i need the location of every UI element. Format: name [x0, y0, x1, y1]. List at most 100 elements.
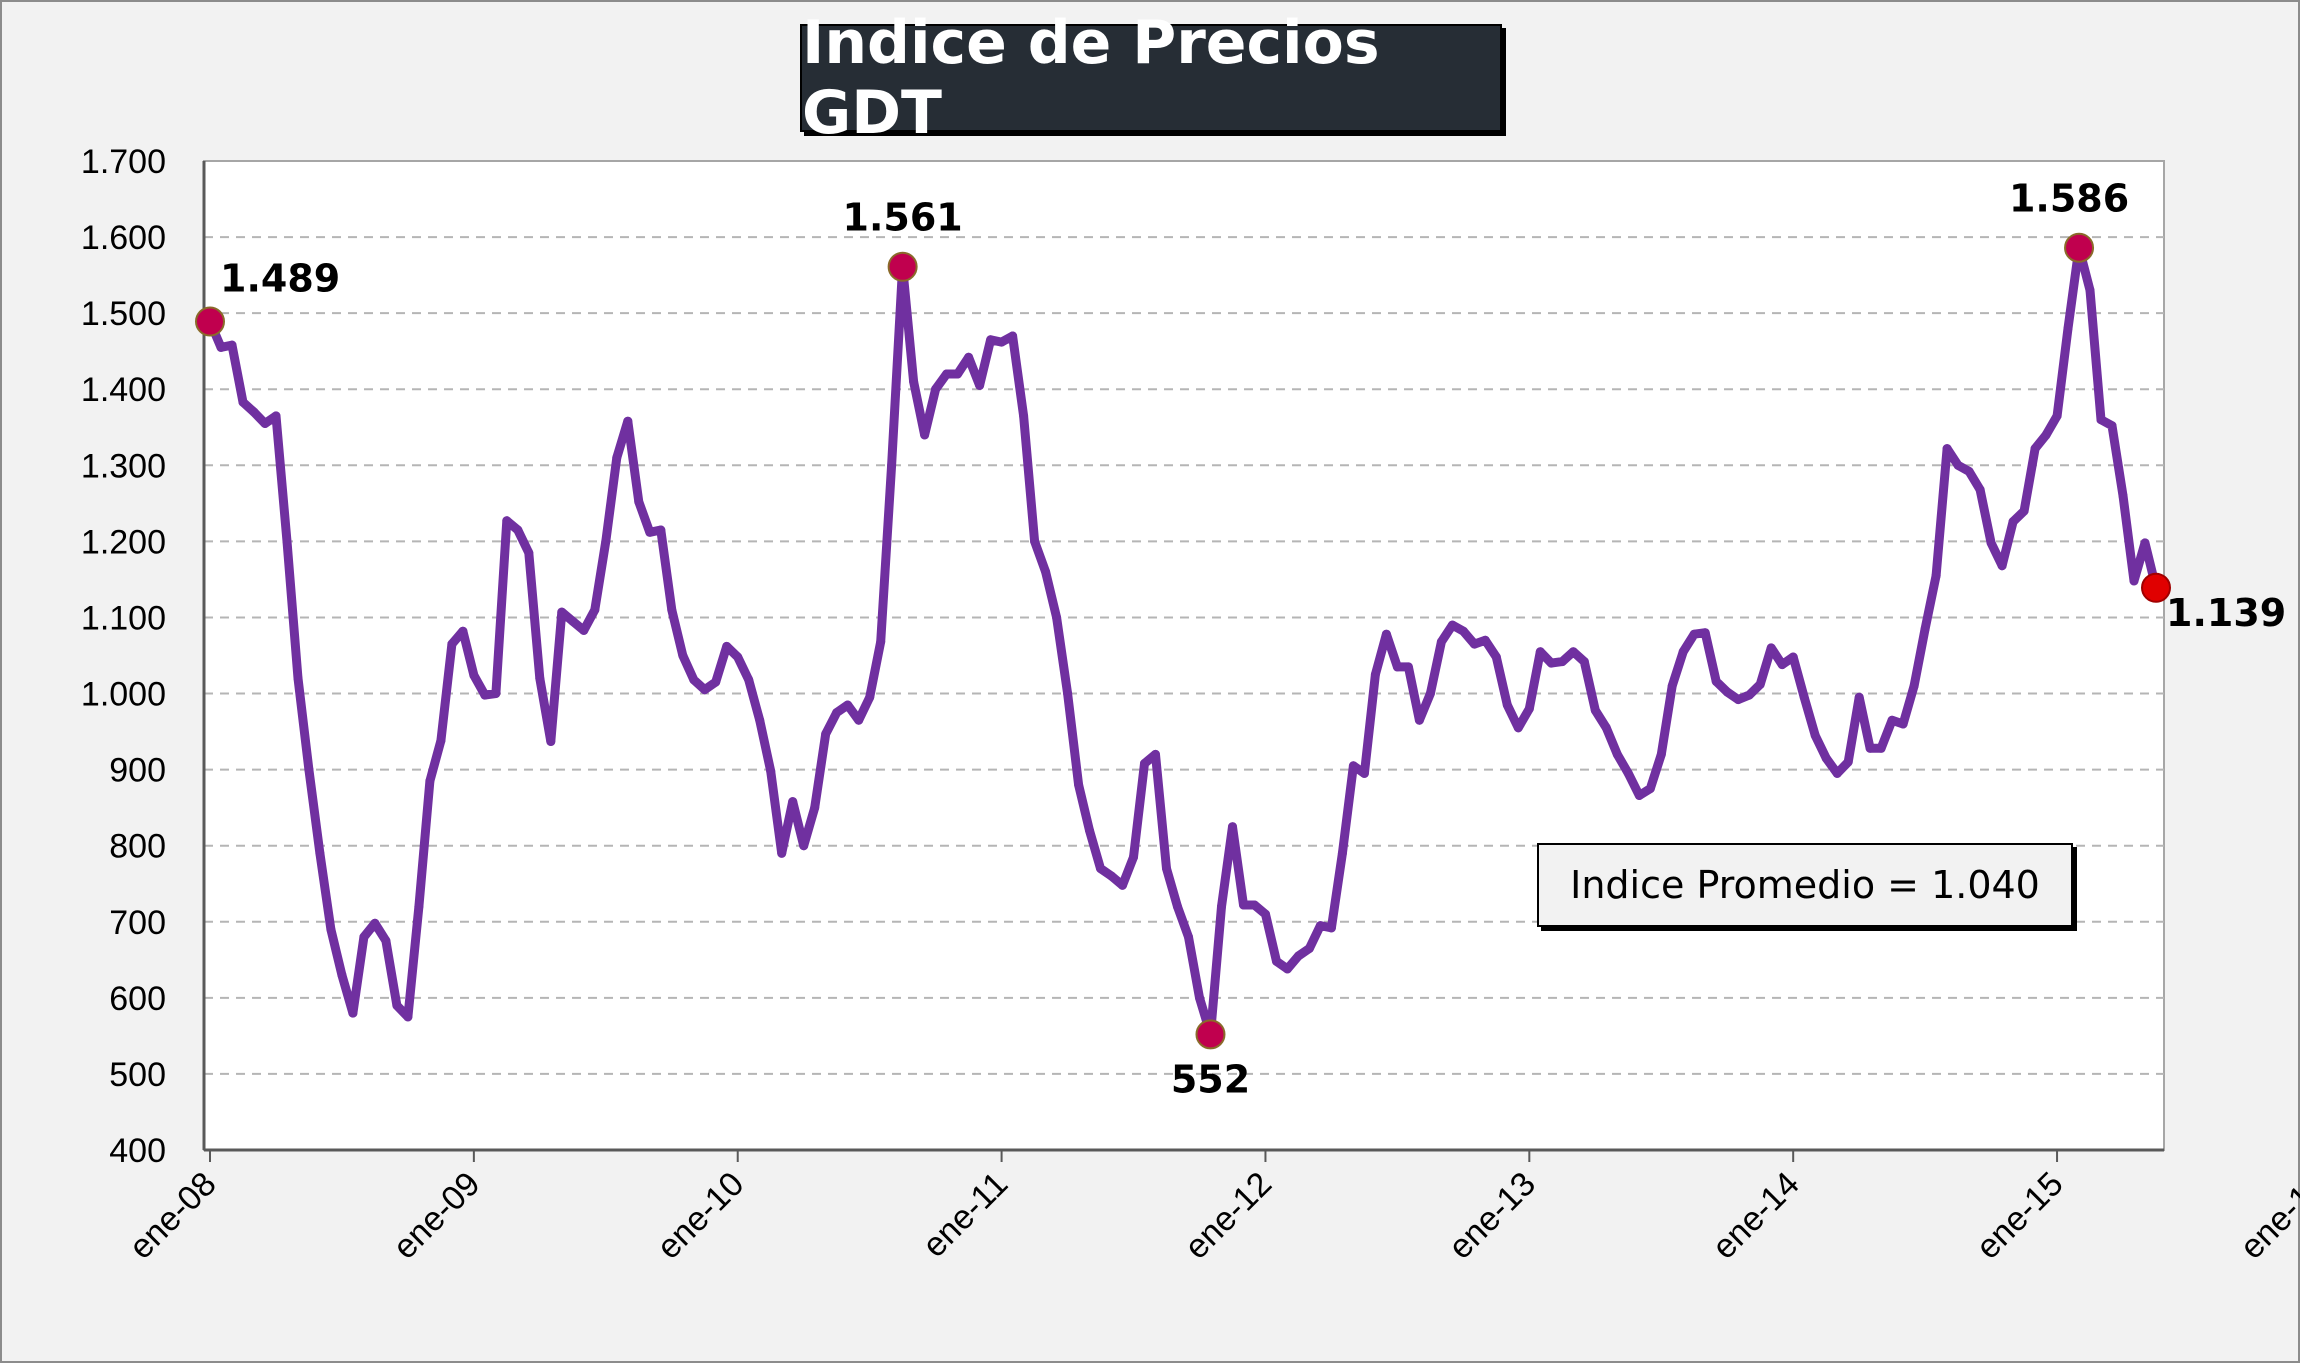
- data-point: [293, 673, 303, 683]
- data-point: [953, 369, 963, 379]
- data-point: [744, 675, 754, 685]
- data-point: [1502, 700, 1512, 710]
- data-point: [480, 690, 490, 700]
- y-tick-label: 500: [109, 1056, 166, 1094]
- data-point: [1667, 681, 1677, 691]
- data-point: [304, 765, 314, 775]
- data-point: [2096, 415, 2106, 425]
- extreme-value-label: 552: [1171, 1057, 1250, 1101]
- data-point: [1612, 749, 1622, 759]
- data-point: [216, 342, 226, 352]
- data-point: [1535, 647, 1545, 657]
- data-point: [1557, 657, 1567, 667]
- data-point: [2140, 538, 2150, 548]
- extreme-marker: [195, 306, 225, 337]
- y-tick-label: 800: [109, 828, 166, 866]
- x-tick-label: ene-13: [1441, 1165, 1543, 1267]
- data-point: [755, 715, 765, 725]
- data-point: [964, 352, 974, 362]
- data-point: [1019, 411, 1029, 421]
- data-point: [766, 766, 776, 776]
- data-point: [623, 416, 633, 426]
- data-point: [1810, 730, 1820, 740]
- data-point: [425, 776, 435, 786]
- data-point: [359, 932, 369, 942]
- data-point: [1030, 536, 1040, 546]
- data-point: [2052, 411, 2062, 421]
- data-point: [1217, 902, 1226, 912]
- extreme-marker: [887, 251, 918, 282]
- extreme-marker: [2141, 572, 2171, 603]
- data-point: [469, 670, 479, 680]
- data-point: [1579, 657, 1589, 667]
- data-point: [810, 803, 820, 813]
- data-point: [1623, 768, 1633, 778]
- data-point: [1854, 692, 1864, 702]
- data-point: [260, 419, 270, 428]
- extreme-value-label: 1.489: [220, 257, 340, 301]
- data-point: [788, 797, 798, 807]
- data-point: [1931, 571, 1941, 581]
- data-point: [1447, 620, 1457, 630]
- data-point: [1997, 561, 2007, 571]
- data-point: [1876, 743, 1886, 753]
- data-point: [1645, 784, 1655, 794]
- y-tick-label: 1.000: [81, 676, 166, 714]
- data-point: [1733, 695, 1743, 705]
- data-point: [854, 715, 864, 725]
- data-point: [1777, 660, 1787, 670]
- data-point: [1909, 681, 1919, 691]
- data-point: [612, 453, 622, 463]
- data-point: [2118, 491, 2128, 501]
- average-index-box: Indice Promedio = 1.040: [1537, 843, 2073, 927]
- data-point: [403, 1012, 413, 1022]
- x-tick-label: ene-10: [650, 1165, 752, 1267]
- data-point: [667, 605, 677, 615]
- data-point: [535, 673, 545, 683]
- data-point: [1359, 768, 1369, 778]
- extreme-marker: [2064, 232, 2095, 263]
- data-point: [1052, 613, 1062, 622]
- data-point: [997, 337, 1007, 347]
- y-tick-label: 700: [109, 904, 166, 942]
- data-point: [381, 936, 391, 946]
- data-point: [546, 737, 556, 746]
- data-point: [1568, 647, 1578, 657]
- chart-title: Indice de Precios GDT: [800, 8, 1502, 148]
- data-point: [1151, 749, 1160, 759]
- data-point: [1304, 943, 1314, 953]
- data-point: [1129, 852, 1138, 862]
- data-point: [1348, 761, 1358, 771]
- data-point: [1656, 749, 1666, 759]
- data-point: [986, 335, 996, 345]
- data-point: [1975, 485, 1985, 495]
- data-point: [1107, 871, 1116, 881]
- data-point: [1272, 956, 1281, 966]
- data-point: [777, 848, 787, 858]
- data-point: [843, 700, 853, 710]
- data-point: [1315, 921, 1325, 931]
- data-point: [579, 625, 589, 635]
- y-tick-label: 1.400: [81, 371, 166, 409]
- data-point: [942, 369, 952, 379]
- data-point: [1678, 647, 1688, 657]
- data-point: [1546, 658, 1556, 668]
- data-point: [1370, 670, 1380, 679]
- data-point: [711, 677, 721, 687]
- data-point: [1513, 723, 1523, 733]
- data-point: [447, 639, 457, 649]
- data-point: [733, 652, 743, 662]
- data-point: [2063, 323, 2073, 333]
- y-tick-label: 400: [109, 1132, 166, 1170]
- data-point: [1469, 639, 1479, 649]
- data-point: [1590, 705, 1600, 715]
- data-point: [1689, 629, 1699, 639]
- data-point: [1414, 715, 1424, 725]
- series-line-gdt-index: [205, 243, 2161, 1039]
- x-tick-label: ene-16: [2233, 1165, 2300, 1267]
- data-point: [1425, 689, 1435, 698]
- extreme-value-label: 1.586: [2009, 177, 2129, 221]
- data-point: [1195, 993, 1204, 1003]
- data-point: [1293, 951, 1303, 961]
- y-tick-label: 600: [109, 980, 166, 1018]
